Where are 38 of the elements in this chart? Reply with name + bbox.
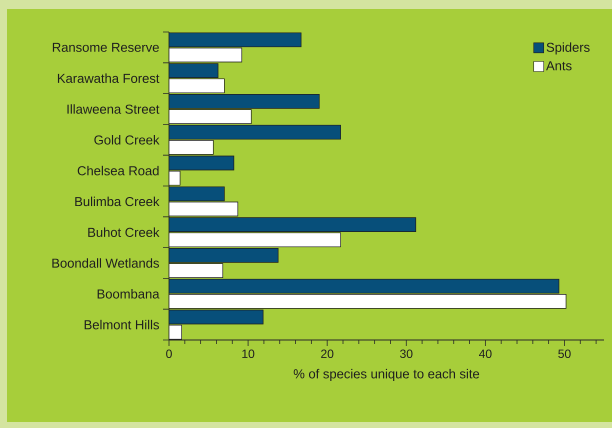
- bar: [169, 156, 234, 170]
- y-tick-label: Boondall Wetlands: [52, 258, 159, 268]
- bar: [169, 202, 238, 216]
- bar: [169, 140, 214, 155]
- bar: [169, 78, 225, 94]
- bar: [169, 94, 320, 109]
- bar: [169, 109, 252, 124]
- y-tick-label: Chelsea Road: [78, 166, 159, 176]
- y-tick-label: Karawatha Forest: [58, 73, 160, 83]
- bar: [169, 278, 560, 294]
- y-tick-label: Buhot Creek: [88, 227, 160, 237]
- bar: [169, 186, 225, 202]
- x-tick-label: 0: [166, 350, 172, 358]
- legend-label: Spiders: [546, 42, 590, 54]
- x-tick-label: 30: [400, 350, 412, 358]
- bar: [169, 48, 242, 62]
- bar: [169, 217, 416, 232]
- x-tick-label: 20: [321, 350, 334, 358]
- bar: [169, 263, 224, 278]
- y-tick-label: Ransome Reserve: [52, 42, 159, 52]
- y-tick-label: Gold Creek: [94, 135, 160, 145]
- y-tick-label: Bulimba Creek: [75, 196, 160, 206]
- bar: [169, 294, 566, 309]
- bar: [169, 324, 182, 340]
- x-tick-label: 50: [558, 350, 571, 358]
- y-tick-label: Belmont Hills: [84, 320, 159, 330]
- bar: [169, 310, 264, 324]
- legend-label: Ants: [546, 61, 572, 70]
- bar: [169, 32, 302, 48]
- bar: [169, 248, 278, 263]
- x-axis-title: % of species unique to each site: [294, 368, 480, 382]
- x-tick-label: 10: [242, 350, 254, 358]
- bar: [169, 232, 341, 248]
- x-tick-label: 40: [478, 350, 492, 358]
- y-tick-label: Boombana: [98, 289, 160, 299]
- y-tick-label: Illaweena Street: [67, 104, 160, 114]
- bar: [169, 124, 341, 140]
- bar: [169, 63, 218, 78]
